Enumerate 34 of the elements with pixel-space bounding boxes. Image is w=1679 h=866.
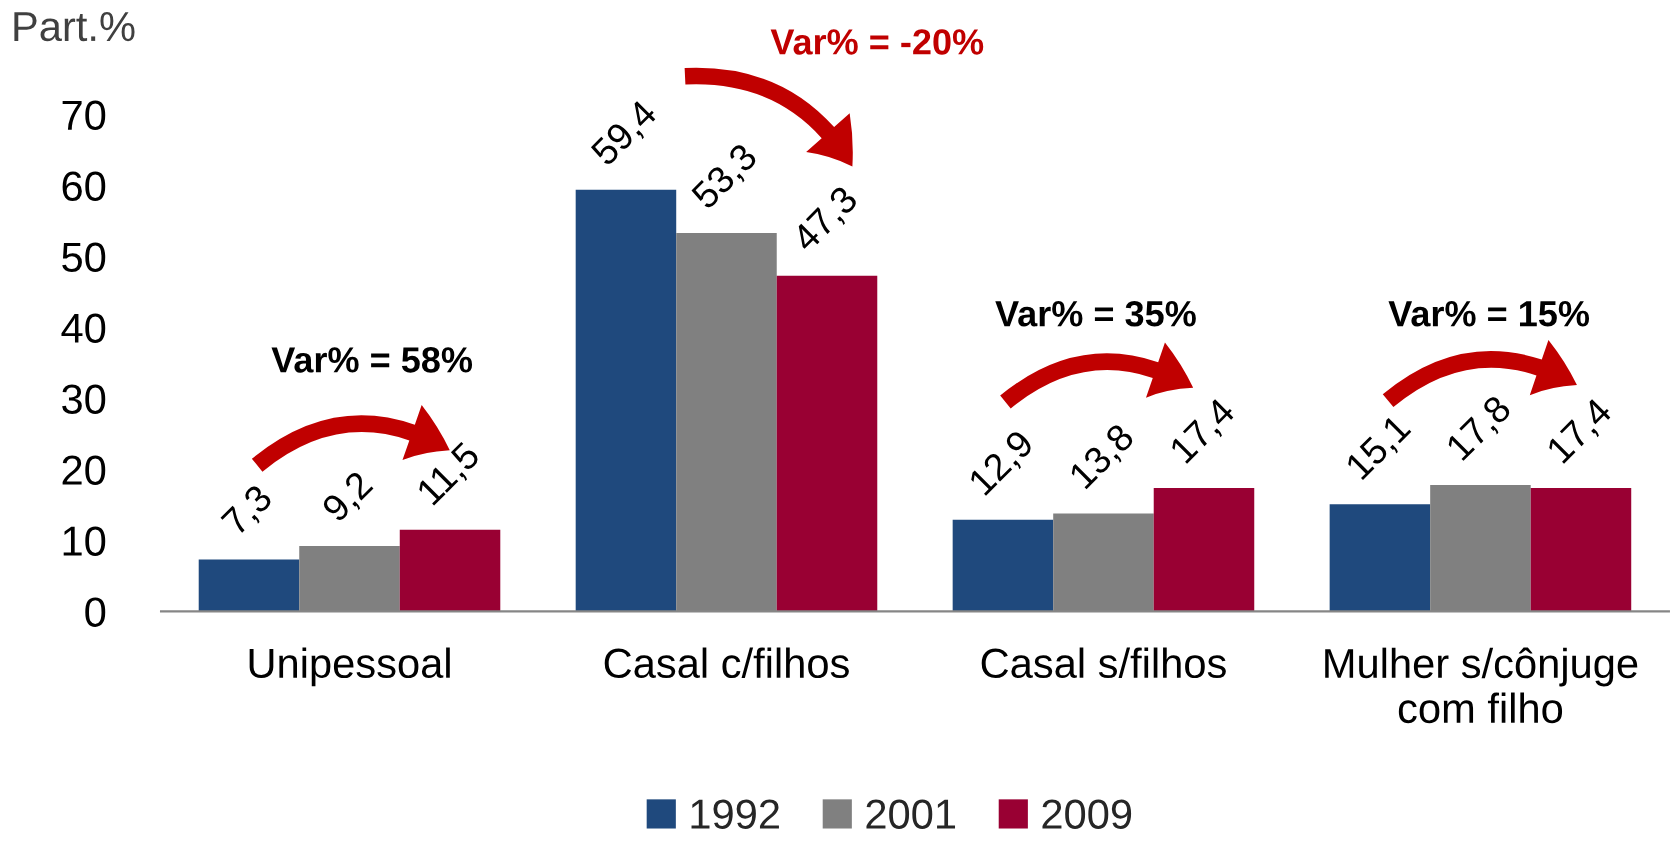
y-axis-title: Part.% — [14, 11, 135, 42]
x-tick-label: Unipessoal — [249, 647, 450, 687]
bar — [1153, 487, 1255, 612]
legend-label: 2009 — [1042, 799, 1132, 829]
y-tick-label: 10 — [63, 526, 106, 556]
y-tick-label: 30 — [62, 384, 106, 414]
legend-label: 1992 — [691, 799, 779, 829]
data-label: 59,4 — [589, 98, 662, 170]
data-label: 9,2 — [320, 469, 377, 527]
x-tick-label: Casal c/filhos — [604, 647, 849, 679]
data-label: 15,1 — [1344, 413, 1415, 484]
data-label: 7,3 — [220, 483, 277, 540]
bar — [1530, 487, 1632, 612]
x-tick-label: Casal s/filhos — [981, 647, 1226, 679]
y-tick-label: 60 — [62, 171, 106, 202]
text: Var% = -20% — [770, 29, 984, 55]
bar — [198, 559, 300, 612]
x-tick-label: Mulher s/cônjuge com filho — [1325, 647, 1638, 724]
y-tick-label: 20 — [62, 455, 106, 485]
bar — [575, 189, 677, 612]
y-tick-label: 0 — [85, 597, 106, 627]
y-tick-label: 40 — [61, 313, 106, 343]
bar — [1329, 504, 1431, 612]
bar — [776, 275, 878, 612]
data-label: 53,3 — [690, 141, 762, 214]
legend-label: 2001 — [866, 799, 956, 829]
bar — [399, 529, 501, 612]
annotation: Var% = 58% — [271, 347, 473, 373]
bar — [952, 519, 1054, 612]
annotation: Var% = 35% — [995, 300, 1196, 327]
annotation: Var% = 15% — [1388, 301, 1590, 327]
y-tick-label: 50 — [62, 242, 106, 273]
data-label: 47,3 — [790, 184, 862, 257]
y-tick-label: 70 — [62, 100, 106, 131]
